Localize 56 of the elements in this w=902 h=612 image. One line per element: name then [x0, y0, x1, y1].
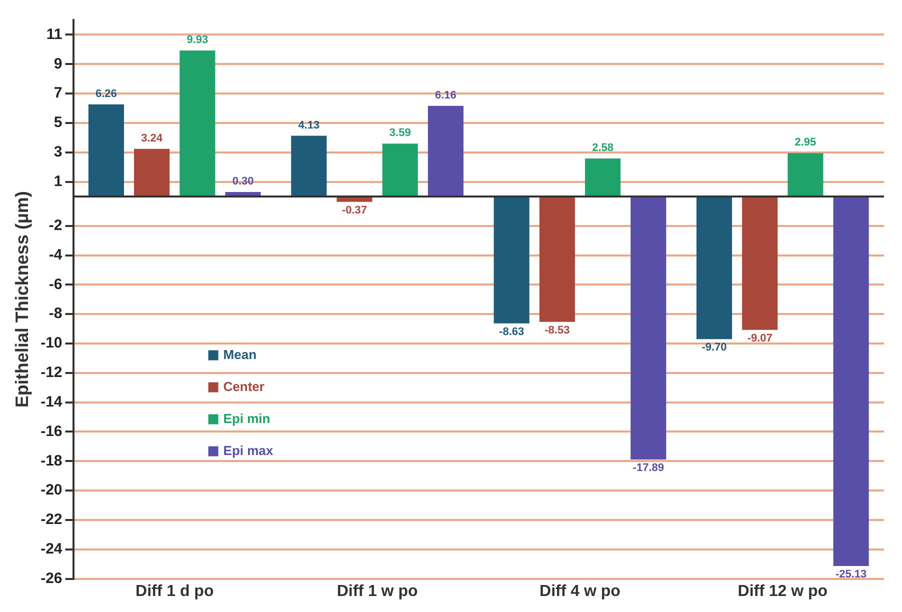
legend-label: Epi max	[223, 442, 274, 458]
legend-label: Center	[223, 378, 264, 394]
bar	[291, 136, 327, 196]
y-tick-label: 9	[54, 55, 62, 72]
y-tick-label: -8	[48, 305, 62, 322]
bar	[134, 148, 170, 196]
x-tick-label: Diff 4 w po	[540, 582, 621, 600]
y-tick-label: -6	[48, 276, 62, 293]
bar	[539, 196, 575, 322]
bar	[630, 196, 666, 460]
data-label: 2.58	[592, 142, 614, 154]
y-tick-label: -10	[40, 334, 62, 352]
bar	[742, 196, 778, 330]
bar	[382, 144, 418, 196]
y-tick-label: -24	[40, 540, 63, 558]
data-label: -8.63	[499, 326, 524, 338]
bar	[494, 196, 530, 324]
data-label: -9.07	[747, 332, 772, 344]
y-tick-label: 11	[46, 26, 62, 43]
x-tick-label: Diff 1 d po	[136, 582, 214, 600]
data-label: 2.95	[794, 136, 816, 149]
data-label: 3.24	[141, 132, 164, 144]
data-label: -25.13	[835, 568, 867, 581]
data-label: -0.37	[342, 204, 368, 216]
data-label: 3.59	[389, 127, 411, 140]
y-tick-label: 1	[54, 172, 62, 190]
y-tick-label: -16	[40, 422, 62, 440]
y-tick-label: -2	[48, 217, 62, 234]
bar	[180, 50, 216, 196]
legend-label: Epi min	[223, 410, 270, 426]
legend-label: Mean	[223, 346, 257, 362]
bar	[428, 106, 464, 196]
y-tick-label: -22	[40, 511, 62, 528]
x-tick-label: Diff 1 w po	[336, 582, 418, 600]
data-label: -8.53	[544, 324, 570, 336]
y-tick-label: -14	[40, 393, 63, 410]
data-label: 6.26	[96, 88, 117, 100]
x-tick-label: Diff 12 w po	[738, 582, 828, 600]
y-tick-label: -4	[48, 246, 63, 264]
bar	[788, 153, 824, 196]
data-label: 9.93	[186, 34, 208, 46]
data-label: -17.89	[632, 462, 664, 474]
bar	[88, 104, 124, 196]
y-tick-label: 7	[54, 84, 62, 102]
y-tick-label: -12	[40, 364, 62, 382]
y-tick-label: 5	[54, 114, 62, 132]
y-tick-label: -20	[40, 482, 62, 499]
y-axis-title: Epithelial Thickness (µm)	[12, 191, 32, 408]
y-tick-label: 3	[54, 143, 62, 160]
y-tick-label: -26	[40, 570, 62, 587]
bar	[833, 196, 869, 566]
bar	[696, 196, 732, 340]
bar	[584, 158, 621, 196]
data-label: -9.70	[702, 342, 727, 354]
y-tick-label: -18	[40, 452, 62, 470]
data-label: 4.13	[298, 119, 320, 132]
